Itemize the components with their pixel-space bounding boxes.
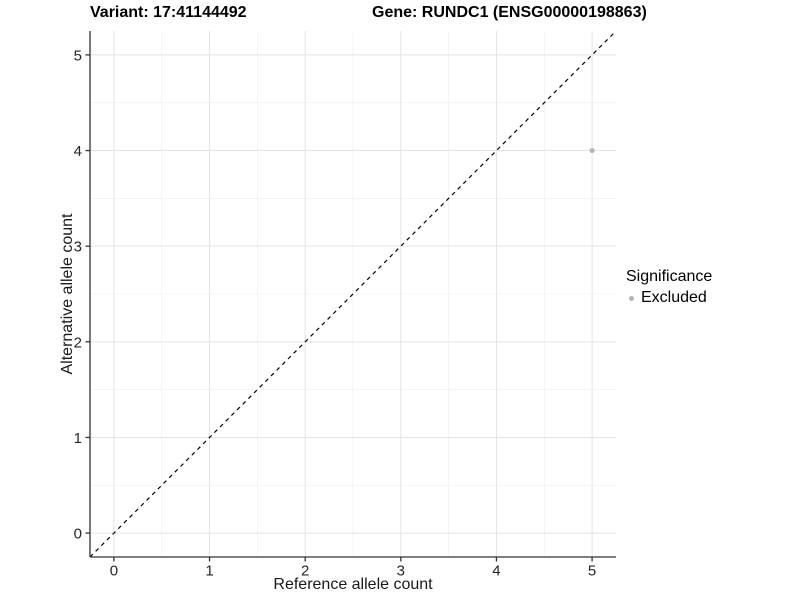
variant-title: Variant: 17:41144492 — [90, 4, 247, 21]
x-tick-label: 0 — [110, 563, 118, 580]
x-tick-label: 3 — [397, 563, 405, 580]
data-point — [589, 148, 595, 154]
legend-item-excluded: Excluded — [629, 289, 712, 307]
gene-title: Gene: RUNDC1 (ENSG00000198863) — [372, 4, 647, 21]
legend-title: Significance — [626, 268, 713, 285]
y-tick-label: 4 — [74, 143, 82, 160]
x-tick-label: 4 — [492, 563, 500, 580]
y-tick-label: 3 — [74, 239, 82, 256]
legend-key-dot-icon — [629, 295, 634, 301]
y-axis-title: Alternative allele count — [59, 213, 76, 375]
x-tick-label: 1 — [205, 563, 213, 580]
y-tick-label: 1 — [74, 430, 82, 447]
y-tick-label: 2 — [74, 334, 82, 351]
x-tick-label: 2 — [301, 563, 309, 580]
y-tick-label: 0 — [74, 526, 82, 543]
identity-reference-line — [89, 30, 617, 558]
x-tick-label: 5 — [588, 563, 596, 580]
y-tick-label: 5 — [74, 47, 82, 64]
x-axis-title: Reference allele count — [273, 576, 433, 593]
legend: Significance Excluded — [626, 268, 712, 307]
legend-item-label: Excluded — [641, 289, 707, 306]
